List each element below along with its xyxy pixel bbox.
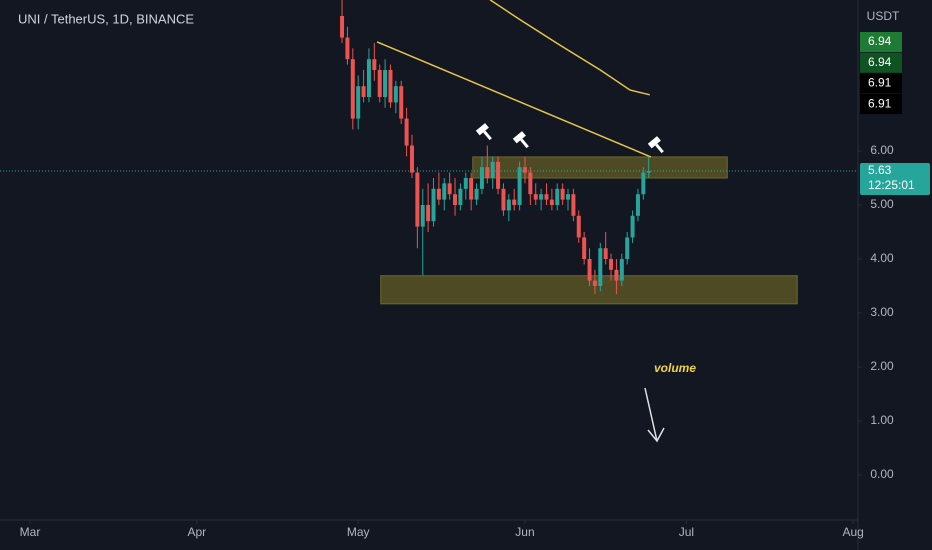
candle-body [635,194,640,216]
candle-body [587,259,592,281]
candle-body [576,215,581,238]
y-tick-label: 6.00 [870,143,894,157]
x-tick-label: Apr [187,525,206,539]
candle-body [571,194,576,216]
candle-body [517,167,522,205]
candle-body [598,248,603,287]
x-tick-label: Mar [20,525,41,539]
trendline [376,41,652,158]
candle-body [506,199,511,211]
candle-body [555,188,560,205]
candle-body [614,269,619,281]
hammer-icons [475,123,664,154]
price-label: 6.94 [868,55,892,69]
candle-body [533,194,538,200]
price-label: 6.91 [868,76,892,90]
x-tick-label: May [347,525,370,539]
candle-body [463,177,468,189]
price-label-box [860,94,902,115]
candle-body [431,188,436,222]
candle-body [566,194,571,200]
arrow [644,387,665,443]
candle-body [646,170,651,173]
candle-body [528,172,533,195]
y-tick-label: 1.00 [870,413,894,427]
candle-body [356,86,361,119]
moving-average [489,0,650,96]
candle-body [366,59,371,97]
candle-body [496,161,501,189]
y-tick-label: 3.00 [870,305,894,319]
candle-body [539,194,544,200]
y-tick-label: 5.00 [870,197,894,211]
candle-body [592,280,597,287]
y-tick-label: 4.00 [870,251,894,265]
candle-body [474,188,479,200]
candle-body [399,86,404,119]
x-tick-label: Aug [842,525,863,539]
candle-body [345,37,350,60]
candle-body [340,15,345,38]
candle-body [393,86,398,103]
candle-body [609,259,614,270]
candle-body [361,86,366,97]
y-tick-label: 0.00 [870,467,894,481]
price-label-box [860,32,902,52]
last-price-box [860,162,930,195]
candle-body [436,188,441,200]
x-tick-label: Jul [679,525,694,539]
y-tick-label: 2.00 [870,359,894,373]
candle-body [512,199,517,205]
candle-body [453,194,458,205]
candle-body [458,188,463,205]
last-price-label: 5.63 [868,163,892,177]
countdown-label: 12:25:01 [868,178,915,192]
price-label-box [860,73,902,94]
candle-body [442,183,447,200]
zone [472,156,728,179]
candle-body [404,118,409,146]
chart-title: UNI / TetherUS, 1D, BINANCE [18,11,194,26]
candle-body [544,194,549,200]
candle-body [490,161,495,178]
candle-body [582,237,587,260]
candle-body [350,59,355,119]
x-tick-label: Jun [515,525,534,539]
price-label-box [860,52,902,73]
candle-body [630,215,635,238]
candle-body [447,183,452,195]
currency-label: USDT [867,9,900,23]
candle-body [383,69,388,97]
candle-body [479,167,484,189]
candle-body [469,177,474,200]
annotation: volume [654,361,696,375]
candle-body [522,167,527,173]
candle-body [415,172,420,227]
price-label: 6.91 [868,96,892,110]
candle-body [377,69,382,97]
candle-body [420,204,425,227]
candle-body [409,145,414,173]
candle-body [485,167,490,178]
price-label: 6.94 [868,34,892,48]
candle-body [388,69,393,103]
candle-body [560,188,565,200]
plot-area [340,0,798,305]
candle-body [625,237,630,260]
candle-body [501,188,506,211]
candle-body [372,59,377,70]
candle-body [426,204,431,222]
candle-body [619,259,624,281]
candle-body [641,172,646,195]
candle-body [549,199,554,205]
candle-body [603,248,608,260]
